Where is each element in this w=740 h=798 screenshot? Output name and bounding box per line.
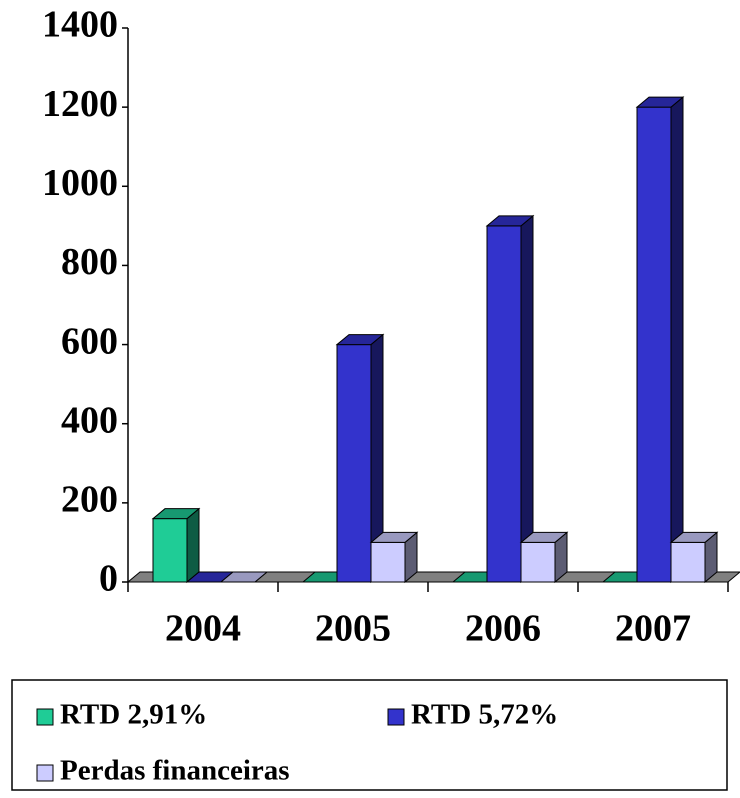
y-tick-label: 200 (61, 479, 118, 521)
bar-front (486, 225, 522, 583)
y-tick-label: 1000 (42, 162, 118, 204)
y-tick-label: 600 (61, 320, 118, 362)
y-tick-label: 400 (61, 399, 118, 441)
bar-top (485, 215, 535, 227)
bar (219, 571, 269, 583)
bar-top (219, 571, 269, 583)
bar-top (635, 96, 685, 108)
bar-front (520, 541, 556, 583)
bar-front (336, 344, 372, 583)
x-tick-label: 2006 (465, 608, 541, 650)
bar (369, 531, 419, 584)
bar-top (669, 531, 719, 543)
y-tick-label: 1200 (42, 83, 118, 125)
bar (519, 531, 569, 584)
bar-top (335, 334, 385, 346)
bar-front (670, 541, 706, 583)
legend-label: RTD 5,72% (411, 699, 558, 731)
legend-label: RTD 2,91% (60, 699, 207, 731)
legend-swatch (387, 708, 405, 726)
bar-top (151, 508, 201, 520)
bar-side (670, 96, 684, 584)
bar-front (152, 518, 188, 583)
x-tick-label: 2005 (315, 608, 391, 650)
bar-top (519, 531, 569, 543)
bar-side (186, 507, 200, 584)
legend-label: Perdas financeiras (60, 755, 290, 787)
legend-swatch (36, 764, 54, 782)
y-tick-label: 0 (99, 558, 118, 600)
x-tick-label: 2004 (165, 608, 241, 650)
y-tick-label: 800 (61, 241, 118, 283)
legend-box (11, 679, 728, 791)
y-tick-label: 1400 (42, 4, 118, 46)
bar-front (370, 541, 406, 583)
bar (485, 214, 535, 584)
bar (635, 96, 685, 584)
bar (151, 507, 201, 584)
legend-swatch (36, 708, 54, 726)
bar-top (369, 531, 419, 543)
bar-side (520, 214, 534, 584)
x-tick-label: 2007 (615, 608, 691, 650)
bar (669, 531, 719, 584)
bar-front (636, 106, 672, 583)
bar (335, 333, 385, 584)
